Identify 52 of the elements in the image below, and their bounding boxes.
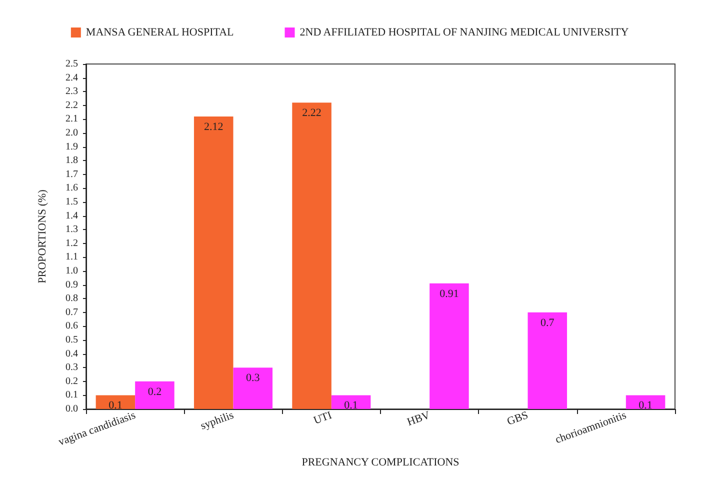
y-tick-label: 1.1 (66, 252, 78, 263)
y-tick-label: 1.6 (66, 182, 78, 194)
y-tick-label: 2.2 (66, 100, 78, 111)
y-tick-label: 0.9 (66, 279, 78, 290)
legend-label: 2ND AFFILIATED HOSPITAL OF NANJING MEDICAL UNIVERSITY (300, 26, 629, 38)
y-axis-title: PROPORTIONS (%) (36, 189, 48, 284)
y-tick-label: 1.4 (66, 210, 78, 222)
data-label: 0.7 (540, 316, 555, 329)
x-tick-label: HBV (406, 409, 432, 429)
legend-label: MANSA GENERAL HOSPITAL (86, 26, 234, 38)
bar (430, 283, 469, 409)
y-tick-label: 0.1 (66, 390, 78, 401)
y-tick-label: 1.9 (66, 141, 78, 152)
bar (528, 312, 568, 409)
x-axis-title: PREGNANCY COMPLICATIONS (302, 456, 460, 468)
data-label: 0.1 (108, 400, 122, 412)
y-tick-label: 2.1 (66, 114, 78, 125)
y-tick-label: 0.7 (66, 306, 78, 318)
data-label: 2.12 (204, 120, 224, 133)
y-tick-label: 0.5 (66, 334, 78, 346)
x-tick-label: syphilis (199, 409, 236, 432)
bar (331, 395, 371, 409)
y-tick-label: 2.4 (66, 72, 78, 84)
data-label: 0.91 (440, 288, 459, 300)
y-tick-label: 1.8 (66, 155, 78, 166)
y-tick-label: 0.0 (66, 404, 78, 414)
y-tick-label: 1.3 (66, 224, 78, 236)
bar (292, 102, 332, 409)
y-tick-label: 1.7 (66, 168, 78, 180)
y-tick-label: 1.2 (66, 238, 78, 249)
y-tick-label: 2.0 (66, 128, 78, 138)
bar (194, 116, 234, 409)
x-tick-label: GBS (506, 409, 530, 428)
y-tick-label: 1.0 (66, 266, 78, 276)
y-tick-label: 2.3 (66, 86, 78, 98)
y-tick-label: 0.6 (66, 320, 78, 332)
data-label: 0.1 (638, 400, 652, 412)
data-label: 0.2 (148, 386, 162, 398)
y-tick-label: 0.4 (66, 348, 78, 360)
y-tick-label: 0.2 (66, 376, 78, 387)
bar (96, 395, 136, 409)
data-label: 0.3 (246, 372, 260, 384)
y-tick-label: 2.5 (66, 58, 78, 70)
bar (135, 381, 174, 409)
x-tick-label: UTI (312, 409, 334, 427)
data-label: 2.22 (302, 107, 322, 120)
y-tick-label: 0.3 (66, 362, 78, 374)
bar (233, 368, 273, 409)
data-label: 0.1 (344, 400, 358, 412)
bar (626, 395, 666, 409)
y-tick-label: 0.8 (66, 293, 78, 304)
y-tick-label: 1.5 (66, 196, 78, 208)
